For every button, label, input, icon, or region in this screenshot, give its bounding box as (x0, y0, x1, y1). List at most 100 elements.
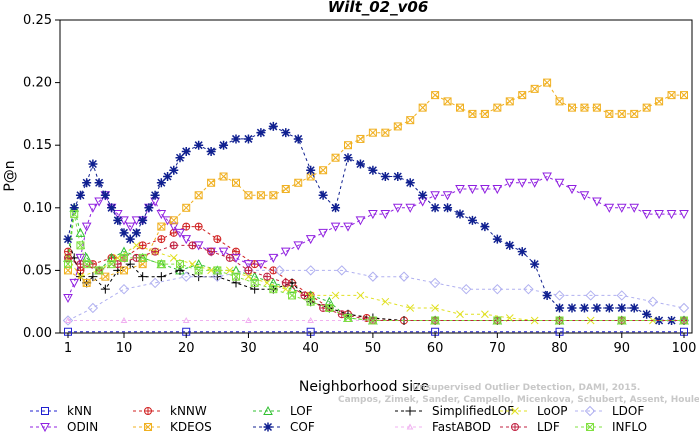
data-point-odin (529, 178, 540, 188)
data-point-odin (616, 203, 627, 213)
data-point-kdeos (207, 178, 216, 187)
data-point-ldf (151, 247, 160, 256)
data-point-fastabod (307, 316, 315, 323)
legend-marker-lof (263, 405, 273, 415)
data-point-kdeos (655, 97, 664, 106)
data-point-odin (293, 241, 304, 251)
data-point-inflo (176, 260, 184, 269)
data-point-kdeos (505, 97, 514, 106)
data-point-cof (169, 165, 179, 175)
data-point-ldof (429, 277, 441, 289)
data-point-inflo (288, 291, 296, 300)
data-point-knnw (182, 222, 191, 231)
data-point-ldof (118, 283, 130, 295)
data-point-ldof (678, 302, 690, 314)
data-point-kdeos (667, 91, 676, 100)
legend-item-cof: COF (253, 420, 315, 434)
data-point-cof (231, 134, 241, 144)
data-point-inflo (138, 253, 147, 262)
legend-item-odin: ODIN (30, 420, 98, 434)
legend-label: KDEOS (170, 420, 212, 434)
data-point-kdeos (418, 103, 427, 112)
data-point-cof (318, 190, 328, 200)
legend-label: LoOP (537, 404, 568, 418)
data-point-inflo (493, 316, 502, 325)
data-point-ldof (336, 265, 347, 276)
data-point-odin (554, 178, 565, 188)
data-point-lof (249, 271, 260, 281)
data-point-kdeos (443, 97, 452, 106)
data-point-cof (642, 309, 652, 319)
data-point-odin (94, 197, 104, 207)
x-tick-label: 60 (427, 341, 444, 356)
series-simplifiedlof (63, 234, 689, 325)
series-knn (64, 327, 688, 336)
data-point-lof (106, 252, 117, 262)
data-point-odin (181, 235, 192, 245)
data-point-kdeos (480, 109, 489, 118)
data-point-kdeos (319, 166, 328, 175)
data-point-odin (175, 228, 185, 238)
data-point-inflo (232, 272, 240, 281)
data-point-odin (604, 203, 615, 213)
data-point-cof (75, 190, 85, 200)
data-point-cof (113, 215, 123, 225)
data-point-inflo (431, 316, 440, 325)
legend-label: LDF (537, 420, 560, 434)
data-point-cof (604, 303, 614, 313)
legend-label: LDOF (612, 404, 644, 418)
data-point-odin (75, 253, 86, 263)
watermark-line-1: Unsupervised Outlier Detection, DAMI, 20… (412, 383, 640, 393)
data-point-ldof (274, 265, 285, 276)
series-line-knnw (67, 226, 684, 321)
data-point-cof (219, 140, 229, 150)
data-point-kdeos (592, 103, 601, 112)
data-point-kdeos (368, 128, 377, 137)
legend-marker-kdeos (144, 423, 152, 431)
x-tick-label: 100 (672, 341, 697, 356)
data-point-cof (542, 290, 552, 300)
legend-marker-simplifiedlof (405, 406, 415, 416)
chart-title: Wilt_02_v06 (328, 0, 429, 16)
data-point-cof (131, 228, 141, 238)
data-point-lof (231, 265, 241, 275)
legend-marker-inflo (586, 423, 594, 431)
data-point-inflo (555, 316, 564, 325)
legend-item-inflo: INFLO (575, 420, 647, 434)
data-point-lof (119, 246, 129, 256)
data-point-cof (156, 178, 166, 188)
data-point-odin (280, 247, 291, 257)
data-point-odin (69, 278, 80, 288)
data-point-simplifiedlof (125, 259, 135, 269)
data-point-cof (355, 159, 365, 169)
legend-marker-knn (41, 407, 49, 415)
data-point-ldof (181, 271, 192, 282)
data-point-ldf (263, 272, 272, 281)
data-point-loop (381, 297, 390, 306)
data-point-cof (306, 165, 316, 175)
legend-label: FastABOD (432, 420, 491, 434)
x-tick-label: 10 (116, 341, 133, 356)
data-point-cof (69, 203, 79, 213)
data-point-knnw (157, 235, 166, 244)
data-point-cof (505, 240, 515, 250)
data-point-cof (125, 234, 135, 244)
data-point-cof (517, 247, 527, 257)
data-point-odin (88, 203, 98, 213)
data-point-inflo (76, 241, 85, 250)
legend-marker-cof (263, 422, 273, 432)
data-point-cof (480, 222, 490, 232)
data-point-cof (418, 190, 428, 200)
data-point-inflo (157, 260, 166, 269)
data-point-odin (492, 185, 503, 195)
series-line-loop (67, 244, 684, 321)
data-point-cof (617, 303, 627, 313)
data-point-ldof (523, 283, 534, 295)
data-point-ldf (281, 278, 290, 287)
data-point-cof (150, 190, 160, 200)
data-point-odin (231, 253, 241, 263)
series-ldof (62, 265, 690, 326)
data-point-kdeos (393, 122, 402, 131)
data-point-ldf (169, 241, 178, 250)
